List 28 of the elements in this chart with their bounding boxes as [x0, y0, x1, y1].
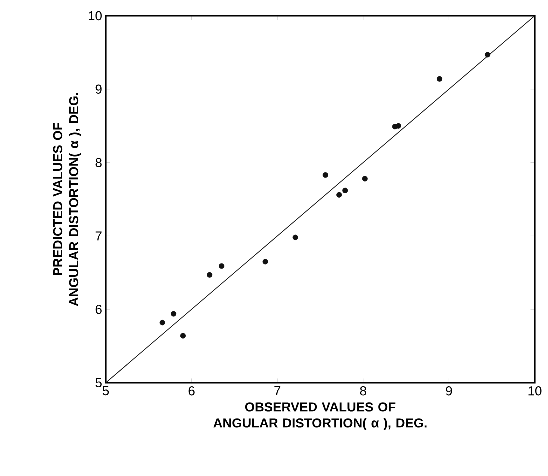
x-tick-label: 6	[188, 386, 195, 396]
y-tick-label: 6	[96, 304, 102, 314]
x-tick-label: 7	[274, 386, 281, 396]
point	[322, 172, 328, 178]
y-tick-label: 8	[96, 158, 102, 168]
point	[170, 311, 177, 317]
point	[485, 52, 491, 58]
point	[396, 123, 402, 129]
point	[292, 234, 298, 240]
point	[180, 333, 186, 339]
point	[219, 263, 225, 270]
point	[436, 76, 443, 82]
point	[160, 320, 166, 326]
y-tick-label: 7	[96, 232, 102, 241]
x-tick-label: 9	[446, 386, 452, 396]
y-tick-label: 9	[96, 84, 102, 94]
y-tick-label: 10	[88, 11, 102, 21]
y-axis-title: PREDICTED VALUES OF ANGULAR DISTORTION( α ), DEG.	[53, 93, 82, 306]
x-axis-title: OBSERVED VALUES OF ANGULAR DISTORTION( α ), DEG.	[214, 402, 427, 430]
point	[262, 259, 268, 265]
x-tick-label: 5	[102, 386, 110, 396]
y-tick-label: 5	[96, 378, 102, 388]
point	[342, 188, 348, 194]
point	[336, 192, 342, 198]
x-tick-label: 10	[528, 386, 542, 396]
point	[362, 176, 368, 182]
point	[207, 272, 213, 278]
x-tick-label: 8	[360, 386, 366, 396]
